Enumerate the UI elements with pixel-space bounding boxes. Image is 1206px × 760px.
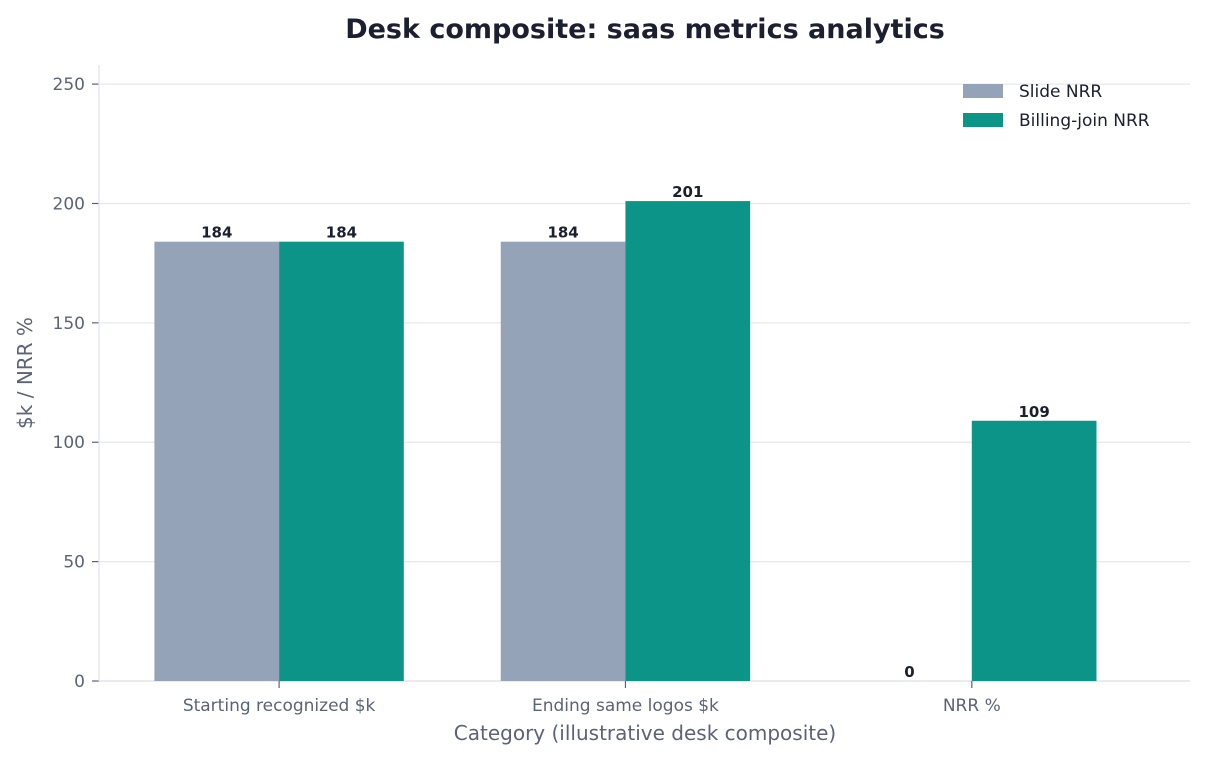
legend: Slide NRR Billing-join NRR [963,82,1150,131]
x-tick-label: NRR % [943,696,1001,716]
data-label: 184 [326,224,357,242]
legend-label: Billing-join NRR [1019,111,1150,131]
bar [279,241,404,681]
legend-swatch [963,113,1003,127]
y-tick-label: 200 [53,194,85,214]
chart-title: Desk composite: saas metrics analytics [345,14,945,45]
data-label: 0 [904,663,914,681]
x-tick-label: Starting recognized $k [183,696,376,716]
bar [500,241,626,681]
y-tick-label: 150 [53,314,85,334]
y-axis-label: $k / NRR % [13,317,37,429]
bar [154,241,280,681]
y-tick-label: 0 [74,672,85,692]
x-tick-label: Ending same logos $k [532,696,719,716]
legend-label: Slide NRR [1019,82,1102,102]
tick-labels: 0 50 100 150 200 250 Starting recognized $k End… [53,75,1001,716]
bar [971,420,1097,681]
data-label: 201 [672,183,703,201]
y-tick-label: 50 [63,553,85,573]
data-label: 184 [201,224,232,242]
legend-swatch [963,84,1003,98]
bars [154,201,1097,681]
bar [625,201,751,681]
x-axis-label: Category (illustrative desk composite) [454,721,836,745]
y-tick-label: 100 [53,433,85,453]
y-tick-label: 250 [53,75,85,95]
data-label: 109 [1018,403,1049,421]
data-label: 184 [547,224,578,242]
data-labels: 184 184 184 201 0 109 [201,183,1050,681]
